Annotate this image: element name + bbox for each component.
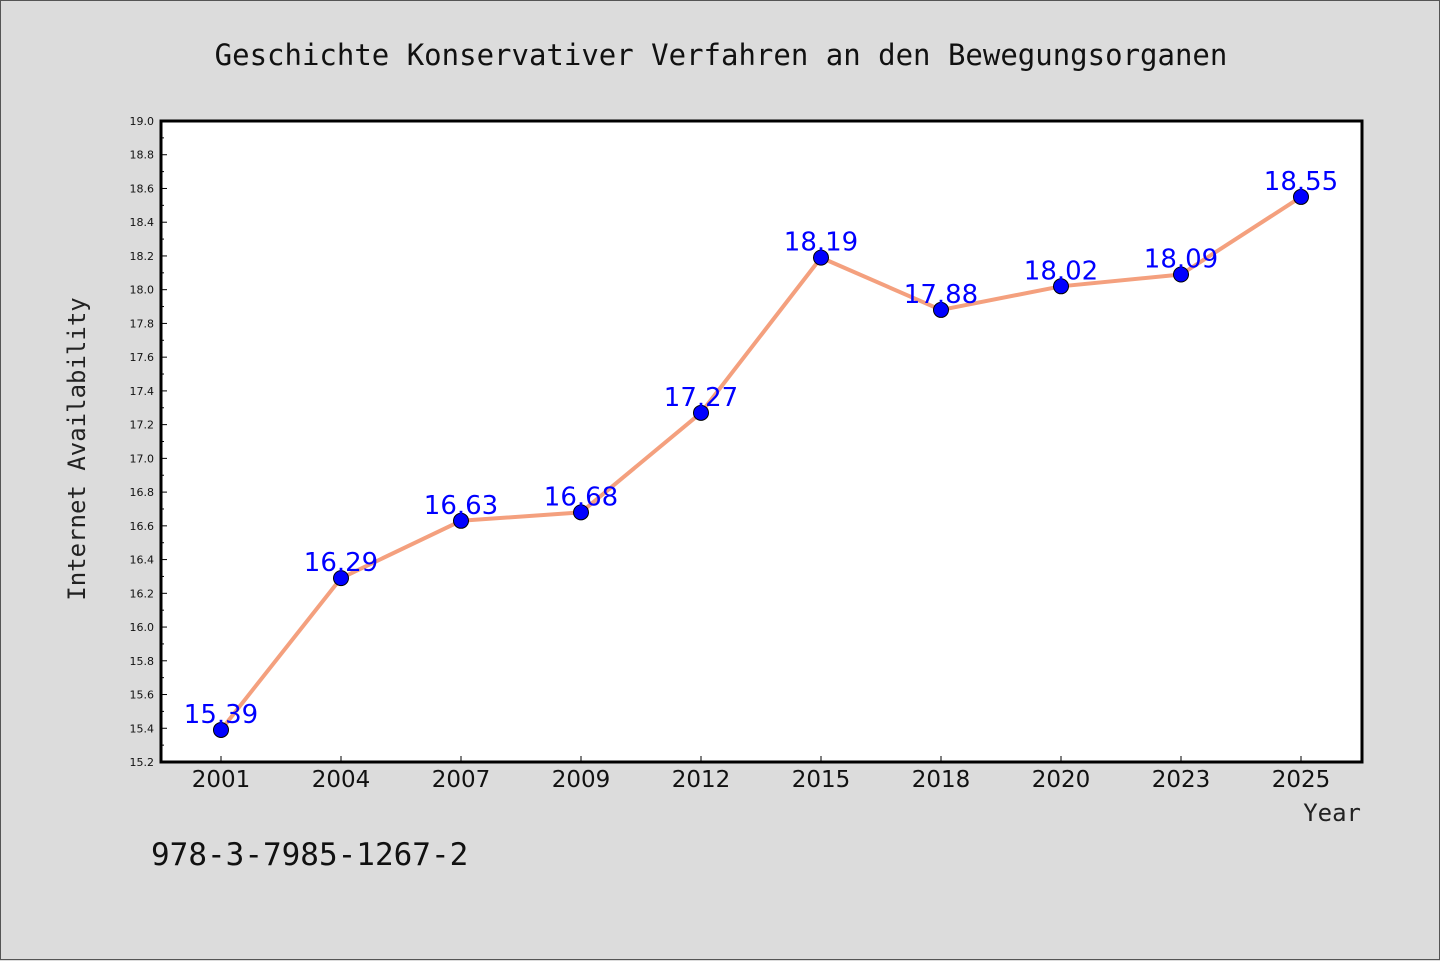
y-tick-label: 18.8 [130,149,155,162]
x-tick-label: 2020 [1032,767,1091,793]
x-tick-label: 2012 [672,767,731,793]
y-tick-label: 17.4 [130,385,155,398]
data-point-marker [1053,278,1069,295]
y-tick-label: 16.0 [130,621,155,634]
y-tick-label: 16.6 [130,520,155,533]
data-point-label: 17.88 [904,280,978,310]
x-tick-label: 2009 [552,767,611,793]
y-tick-label: 15.2 [130,756,155,769]
y-tick-label: 17.8 [130,317,155,330]
y-tick-label: 17.0 [130,452,155,465]
plot-area [159,119,1364,764]
data-point-marker [453,512,469,529]
y-tick-label: 16.8 [130,486,155,499]
data-point-label: 18.02 [1024,256,1098,286]
x-tick-label: 2018 [912,767,971,793]
y-tick-label: 16.4 [130,554,155,567]
y-tick-label: 18.6 [130,182,155,195]
y-tick-label: 18.0 [130,284,155,297]
y-tick-label: 18.4 [130,216,155,229]
data-point-label: 18.19 [784,228,858,258]
data-point-label: 16.29 [304,548,378,578]
data-point-label: 18.55 [1264,167,1338,197]
x-tick-label: 2001 [192,767,251,793]
series-line-group: 15.39 16.29 16.63 16.68 17.27 18.19 17.88 18.02… [184,167,1338,738]
y-axis: 15.2 15.4 15.6 15.8 16.0 16.2 16.4 16.6 16.8 17.0… [130,115,167,769]
data-point-marker [693,404,709,421]
x-tick-label: 2023 [1152,767,1211,793]
data-point-marker [813,249,829,266]
data-point-marker [1173,266,1189,283]
data-point-marker [1293,188,1309,205]
series-line [219,195,1303,732]
y-tick-label: 15.6 [130,689,155,702]
x-axis: 2001 2004 2007 2009 2012 2015 2018 2020 2023 2025 [192,756,1331,793]
data-point-label: 18.09 [1144,245,1218,275]
x-tick-label: 2015 [792,767,851,793]
data-point-label: 16.63 [424,491,498,521]
y-tick-label: 18.2 [130,250,155,263]
data-point-marker [573,504,589,521]
x-tick-label: 2025 [1272,767,1331,793]
y-tick-label: 15.8 [130,655,155,668]
data-point-label: 15.39 [184,700,258,730]
chart-title: Geschichte Konservativer Verfahren an de… [215,38,1228,72]
data-point-label: 16.68 [544,482,618,512]
data-point-marker [333,570,349,587]
y-tick-label: 16.2 [130,587,155,600]
isbn-text: 978-3-7985-1267-2 [151,837,468,873]
y-tick-label: 15.4 [130,722,155,735]
data-point-marker [213,721,229,738]
x-tick-label: 2004 [312,767,371,793]
y-tick-label: 19.0 [130,115,155,128]
data-point-label: 17.27 [664,383,738,413]
y-tick-label: 17.2 [130,419,155,432]
x-axis-title: Year [1303,799,1361,827]
data-point-marker [933,301,949,318]
y-tick-label: 17.6 [130,351,155,364]
y-axis-title: Internet Availability [63,297,91,600]
x-tick-label: 2007 [432,767,491,793]
